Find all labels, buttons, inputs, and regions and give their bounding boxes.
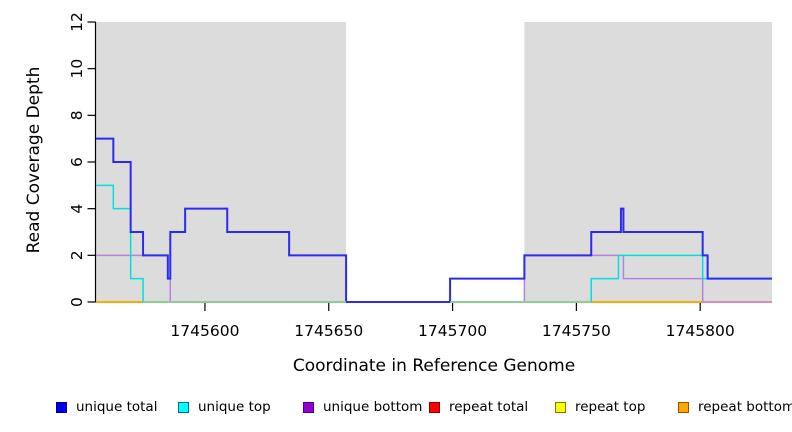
masked-region [96, 22, 347, 302]
y-tick-label: 10 [68, 59, 86, 79]
y-tick-label: 6 [68, 157, 86, 167]
y-tick-label: 2 [68, 250, 86, 260]
y-axis-title: Read Coverage Depth [24, 66, 44, 254]
legend-label: repeat bottom [698, 399, 792, 415]
legend-label: unique total [76, 399, 158, 415]
repeat-bottom-swatch-icon [678, 401, 689, 413]
series-unique-total-line [96, 137, 772, 303]
unique-bottom-swatch-icon [303, 401, 314, 413]
legend-label: repeat top [575, 399, 646, 415]
masked-region [524, 22, 772, 302]
repeat-top-swatch-icon [555, 401, 566, 413]
legend-label: repeat total [449, 399, 529, 415]
y-tick-label: 12 [68, 12, 86, 32]
x-tick-label: 1745800 [666, 322, 735, 340]
x-tick-label: 1745700 [418, 322, 487, 340]
unique-total-swatch-icon [56, 401, 67, 413]
repeat-total-swatch-icon [429, 401, 440, 413]
x-tick-label: 1745750 [542, 322, 611, 340]
x-tick-label: 1745600 [170, 322, 239, 340]
x-axis-title: Coordinate in Reference Genome [292, 356, 576, 376]
legend-item-unique-bottom: unique bottom [303, 399, 422, 415]
legend-item-unique-total: unique total [56, 399, 157, 415]
x-tick-label: 1745650 [294, 322, 363, 340]
y-tick-label: 4 [68, 204, 86, 214]
unique-top-swatch-icon [178, 401, 189, 413]
y-tick-label: 8 [68, 110, 86, 120]
legend-item-repeat-total: repeat total [429, 399, 528, 415]
legend-label: unique bottom [323, 399, 423, 415]
legend-item-unique-top: unique top [178, 399, 271, 415]
y-tick-label: 0 [68, 297, 86, 307]
legend-label: unique top [198, 399, 271, 415]
legend-item-repeat-bottom: repeat bottom [678, 399, 792, 415]
legend-item-repeat-top: repeat top [555, 399, 645, 415]
